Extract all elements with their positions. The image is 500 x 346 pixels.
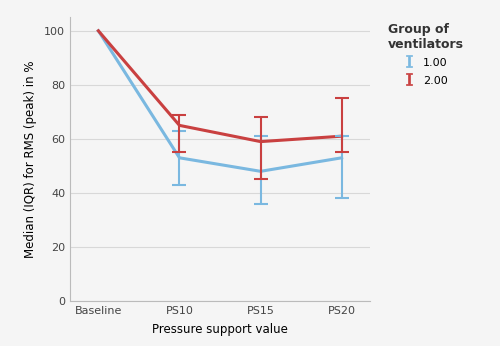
Y-axis label: Median (IQR) for RMS (peak) in %: Median (IQR) for RMS (peak) in %: [24, 61, 37, 258]
Legend: 1.00, 2.00: 1.00, 2.00: [388, 23, 464, 87]
X-axis label: Pressure support value: Pressure support value: [152, 323, 288, 336]
